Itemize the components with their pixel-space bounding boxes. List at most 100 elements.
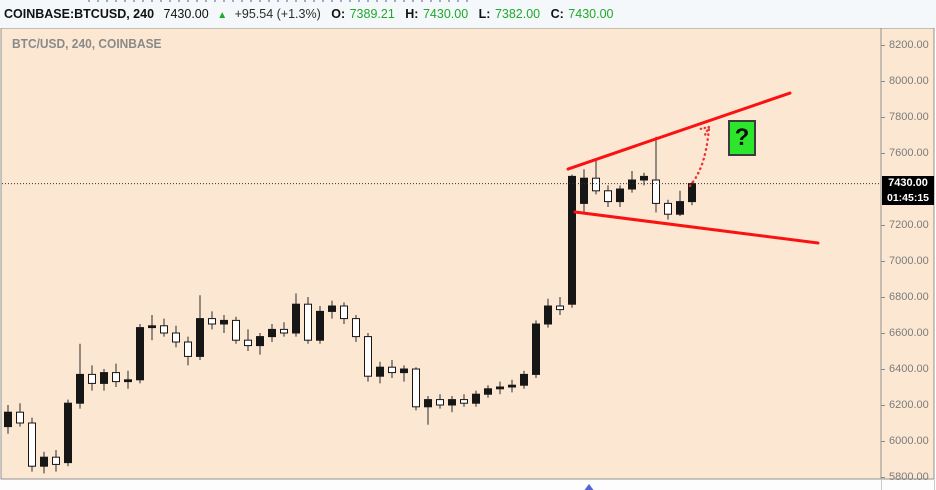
axis-tick xyxy=(881,404,885,406)
candle-body xyxy=(244,339,252,347)
candle-body xyxy=(544,305,552,325)
candle-body xyxy=(604,190,612,203)
chart-frame xyxy=(0,28,935,480)
axis-tick xyxy=(881,332,885,334)
candle-body xyxy=(100,372,108,384)
candle-body xyxy=(220,319,228,325)
low-label: L: xyxy=(478,7,491,21)
candle-body xyxy=(124,379,132,383)
axis-tick xyxy=(881,368,885,370)
current-price-badge: 7430.00 xyxy=(882,176,934,191)
symbol-name[interactable]: COINBASE:BTCUSD, 240 xyxy=(4,7,155,21)
candle-body xyxy=(160,325,168,334)
chart-area[interactable]: BTC/USD, 240, COINBASE 8200.00 8000.00 780… xyxy=(0,28,936,483)
candle-body xyxy=(172,332,180,343)
candle-body xyxy=(376,366,384,377)
candle-body xyxy=(352,318,360,338)
axis-tick xyxy=(881,152,885,154)
candle-body xyxy=(304,303,312,341)
candle-body xyxy=(664,202,672,215)
candle-body xyxy=(256,336,264,347)
candle-body xyxy=(496,386,504,390)
candle-body xyxy=(40,456,48,467)
chart-watermark: BTC/USD, 240, COINBASE xyxy=(12,36,162,51)
candle-body xyxy=(328,305,336,312)
candle-body xyxy=(16,411,24,424)
high-value: 7430.00 xyxy=(422,7,469,21)
axis-tick-label: 6800.00 xyxy=(889,290,929,303)
candle-body xyxy=(400,368,408,374)
axis-tick xyxy=(881,44,885,46)
candle-body xyxy=(472,393,480,404)
close-label: C: xyxy=(550,7,564,21)
candlesticks xyxy=(4,136,696,474)
question-mark-label: ? xyxy=(734,124,750,151)
candle-body xyxy=(292,303,300,334)
candle-body xyxy=(112,372,120,383)
axis-tick-label: 6600.00 xyxy=(889,326,929,339)
axis-tick-label: 8200.00 xyxy=(889,38,929,51)
axis-divider xyxy=(881,480,882,490)
symbol-info-bar: COINBASE:BTCUSD, 240 7430.00 ▲ +95.54 (+… xyxy=(0,0,936,28)
axis-tick xyxy=(881,116,885,118)
candle-body xyxy=(676,201,684,215)
axis-tick xyxy=(881,440,885,442)
axis-tick xyxy=(881,476,885,478)
candle-body xyxy=(4,411,12,428)
lower-trendline[interactable] xyxy=(573,210,820,245)
axis-tick xyxy=(881,260,885,262)
candle-body xyxy=(148,325,156,329)
go-to-recent-bar-icon[interactable] xyxy=(583,484,595,490)
axis-tick-label: 6000.00 xyxy=(889,434,929,447)
axis-tick-label: 8000.00 xyxy=(889,74,929,87)
candle-body xyxy=(460,399,468,404)
candle-body xyxy=(28,422,36,467)
open-label: O: xyxy=(331,7,346,21)
price-change: +95.54 (+1.3%) xyxy=(234,7,321,21)
candle-body xyxy=(268,328,276,338)
candle-body xyxy=(88,373,96,384)
time-axis-strip[interactable] xyxy=(0,480,936,490)
candle-body xyxy=(316,310,324,341)
candle-body xyxy=(136,327,144,381)
open-value: 7389.21 xyxy=(349,7,395,21)
upper-trendline[interactable] xyxy=(566,91,792,171)
question-box-annotation[interactable]: ? xyxy=(728,120,756,156)
candle-body xyxy=(640,175,648,181)
cropped-text-remnant xyxy=(88,0,468,2)
candle-body xyxy=(76,373,84,404)
candle-body xyxy=(592,177,600,192)
projection-arrow-head xyxy=(698,125,711,138)
candle-body xyxy=(208,318,216,325)
frame-edge xyxy=(934,480,935,490)
axis-tick-label: 5800.00 xyxy=(889,470,929,483)
axis-tick-label: 7600.00 xyxy=(889,146,929,159)
axis-tick-label: 7000.00 xyxy=(889,254,929,267)
close-value: 7430.00 xyxy=(568,7,614,21)
candle-body xyxy=(364,336,372,377)
candle-body xyxy=(388,366,396,374)
high-label: H: xyxy=(405,7,419,21)
low-value: 7382.00 xyxy=(494,7,541,21)
candle-body xyxy=(184,341,192,357)
symbol-line: COINBASE:BTCUSD, 240 7430.00 ▲ +95.54 (+… xyxy=(4,7,613,21)
candle-body xyxy=(652,179,660,204)
axis-tick-label: 7200.00 xyxy=(889,218,929,231)
projection-arrow[interactable] xyxy=(688,126,711,188)
axis-tick-label: 6400.00 xyxy=(889,362,929,375)
candle-body xyxy=(556,305,564,311)
axis-tick xyxy=(881,296,885,298)
candle-body xyxy=(280,328,288,334)
last-price: 7430.00 xyxy=(163,7,209,21)
axis-tick xyxy=(881,224,885,226)
candle-body xyxy=(424,399,432,408)
candle-body xyxy=(64,402,72,464)
candlestick-plot[interactable] xyxy=(0,28,936,480)
candle-body xyxy=(484,388,492,395)
candle-body xyxy=(196,318,204,357)
candle-body xyxy=(580,177,588,204)
bar-countdown-badge: 01:45:15 xyxy=(882,191,934,205)
candle-body xyxy=(520,373,528,386)
candle-body xyxy=(616,188,624,203)
